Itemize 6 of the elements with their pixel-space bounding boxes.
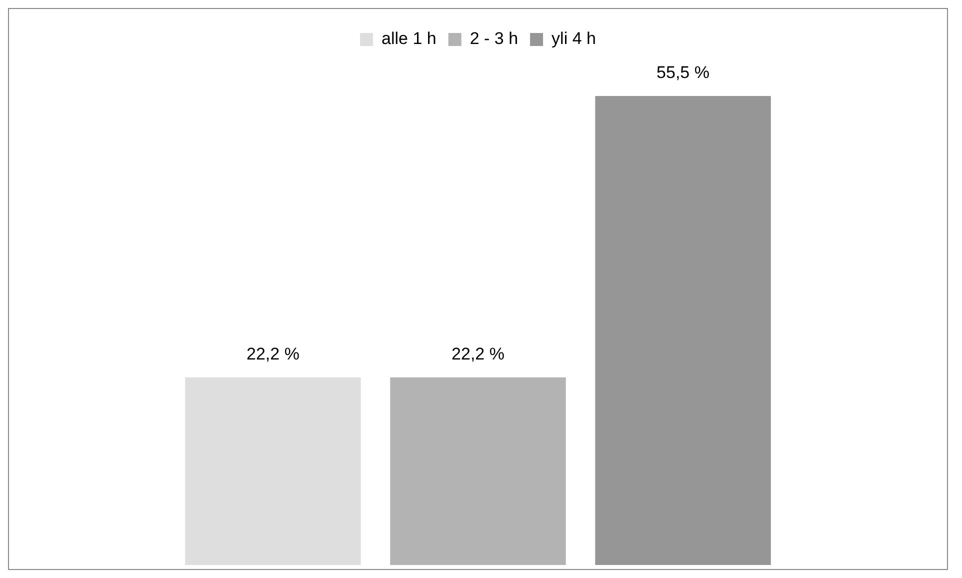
data-label: 22,2 % <box>452 344 504 364</box>
legend-label: yli 4 h <box>552 29 596 48</box>
data-label: 22,2 % <box>246 344 300 364</box>
legend-label: 2 - 3 h <box>470 29 518 48</box>
legend-label: alle 1 h <box>382 29 436 48</box>
data-label: 55,5 % <box>656 63 710 82</box>
